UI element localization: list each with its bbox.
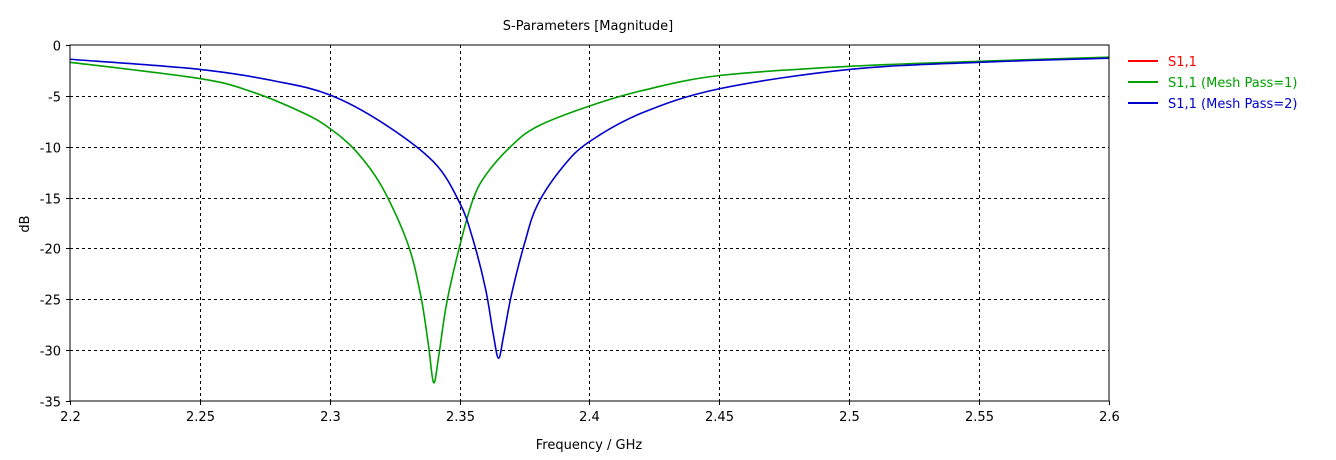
legend-label: S1,1 (Mesh Pass=1) [1168,76,1298,91]
plot-frame [69,44,1110,402]
x-tick-label: 2.55 [965,410,994,425]
x-tick-label: 2.35 [446,410,475,425]
x-tick-label: 2.5 [839,410,860,425]
y-tick-label: -10 [40,142,61,157]
y-tick-label: -5 [48,91,61,106]
x-axis-label: Frequency / GHz [536,438,643,453]
x-tick-label: 2.2 [60,410,81,425]
y-tick-label: -15 [40,193,61,208]
y-tick-label: -25 [40,294,61,309]
x-tick-label: 2.6 [1099,410,1120,425]
x-tick-label: 2.25 [186,410,215,425]
y-tick-label: 0 [53,40,61,55]
y-tick-label: -35 [40,396,61,411]
series-line-2 [69,57,1110,360]
y-tick-label: -30 [40,345,61,360]
x-tick-label: 2.45 [705,410,734,425]
grid-lines [70,45,1109,401]
x-tick-label: 2.4 [579,410,600,425]
legend-label: S1,1 (Mesh Pass=2) [1168,97,1298,112]
axis-ticks: 2.2 2.25 2.3 2.35 2.4 2.45 2.5 2.55 2.6 0 -5 -10 -15… [40,40,1120,426]
y-axis-label: dB [18,215,33,232]
series-lines [69,56,1110,384]
series-line-1 [69,56,1110,384]
y-tick-label: -20 [40,243,61,258]
legend-label: S1,1 [1168,55,1197,70]
legend: S1,1 S1,1 (Mesh Pass=1) S1,1 (Mesh Pass=2) [1128,55,1298,112]
x-tick-label: 2.3 [320,410,341,425]
chart-title: S-Parameters [Magnitude] [503,19,674,34]
